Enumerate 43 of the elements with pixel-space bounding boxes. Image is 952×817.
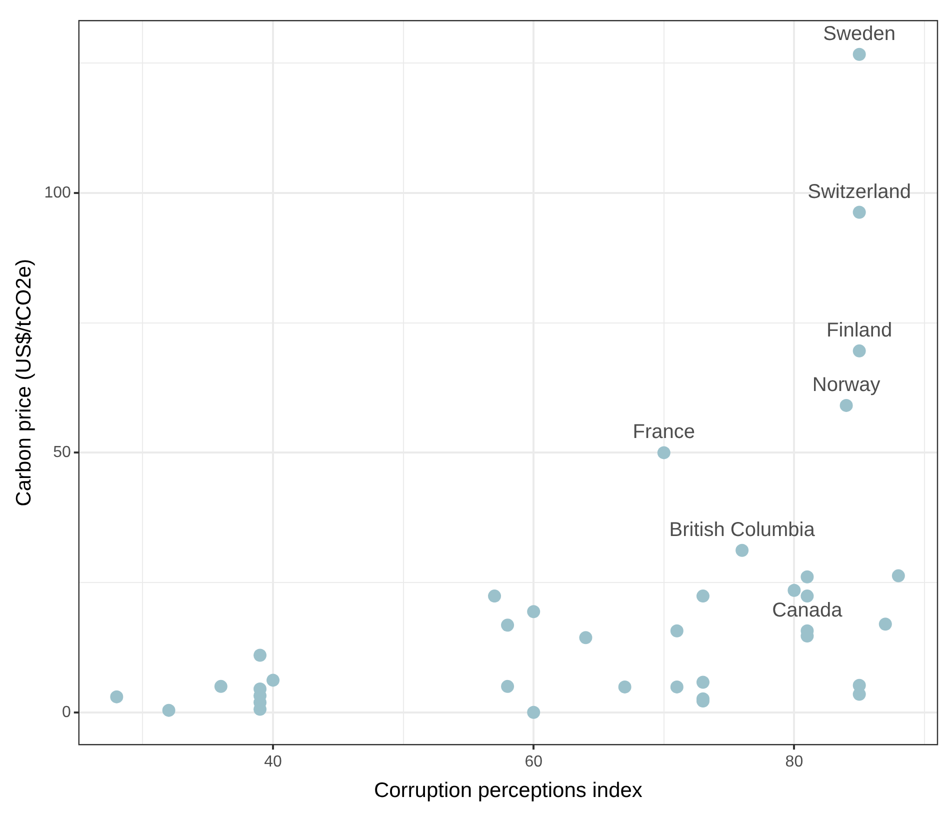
- x-axis-title: Corruption perceptions index: [374, 779, 643, 802]
- annotation: British Columbia: [669, 518, 816, 541]
- y-tick-label: 50: [53, 444, 71, 462]
- x-tick-label: 60: [524, 754, 543, 771]
- annotation: Switzerland: [808, 180, 912, 203]
- point: [852, 688, 866, 701]
- annotation: Norway: [812, 374, 880, 396]
- point: [670, 680, 684, 694]
- point: [800, 570, 814, 584]
- point: [840, 398, 853, 412]
- point: [800, 590, 814, 603]
- point: [162, 704, 176, 717]
- point: [618, 680, 632, 694]
- point: [736, 544, 749, 557]
- y-tick-label: 100: [44, 184, 71, 202]
- point: [852, 206, 866, 219]
- point: [501, 618, 514, 632]
- point: [852, 344, 866, 358]
- point: [253, 648, 266, 662]
- point: [214, 680, 228, 693]
- annotation: Finland: [826, 319, 892, 342]
- point: [527, 706, 540, 719]
- point: [110, 690, 124, 704]
- annotation: Sweden: [823, 22, 896, 45]
- point: [878, 618, 892, 631]
- point: [892, 569, 905, 582]
- point: [788, 584, 801, 597]
- point: [266, 674, 280, 687]
- x-tick-label: 80: [785, 754, 804, 771]
- point: [501, 680, 514, 693]
- y-axis-title: Carbon price (US$/tCO2e): [12, 258, 36, 506]
- point: [696, 590, 710, 603]
- annotation: France: [632, 421, 696, 444]
- point: [670, 624, 684, 638]
- point: [527, 605, 540, 618]
- point: [657, 446, 670, 460]
- point: [696, 676, 710, 689]
- x-tick-label: 40: [264, 754, 282, 771]
- y-tick-label: 0: [62, 704, 71, 721]
- point: [852, 48, 866, 61]
- annotation: Canada: [772, 599, 844, 622]
- point: [579, 631, 592, 644]
- point: [488, 590, 502, 603]
